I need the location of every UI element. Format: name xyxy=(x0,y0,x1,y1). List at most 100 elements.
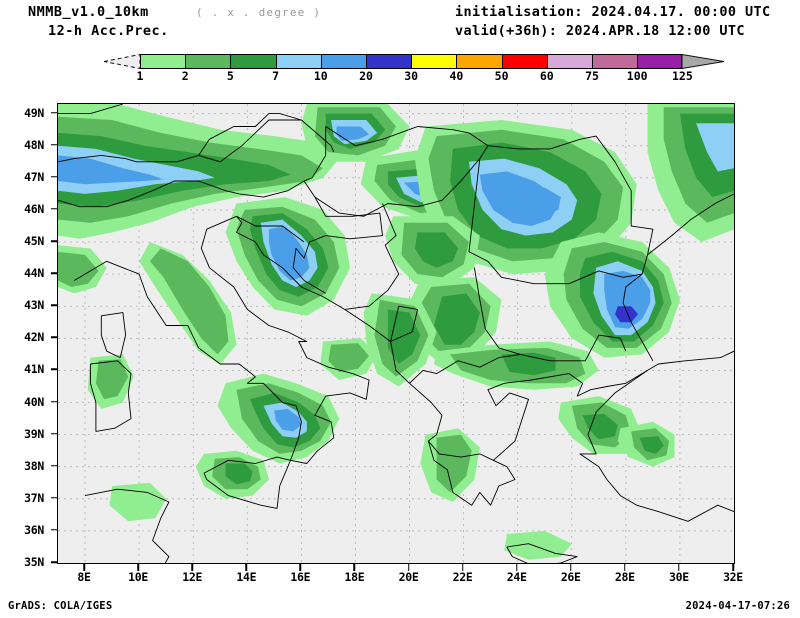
precip-contour xyxy=(582,413,618,440)
coastline-path xyxy=(239,180,305,198)
precipitation-map-plot[interactable] xyxy=(57,103,735,564)
coastline-path xyxy=(579,370,734,522)
colorbar-swatch xyxy=(320,54,366,69)
coastline-path xyxy=(89,360,132,432)
latitude-tick-mark xyxy=(51,432,58,435)
generation-timestamp-label: 2024-04-17-07:26 xyxy=(685,600,790,612)
longitude-tick-mark xyxy=(245,564,248,571)
coastline-path xyxy=(198,113,302,156)
precip-contour xyxy=(58,155,164,185)
colorbar-over-arrow xyxy=(682,54,725,69)
colorbar-tick-label: 40 xyxy=(449,69,464,83)
latitude-tick-label: 39N xyxy=(24,426,44,441)
longitude-tick-label: 30E xyxy=(668,570,689,584)
colorbar-tick-label: 50 xyxy=(494,69,509,83)
latitude-tick-mark xyxy=(51,304,58,306)
longitude-tick-mark xyxy=(570,564,572,571)
precip-contour xyxy=(95,359,129,400)
coastline-path xyxy=(473,267,627,362)
colorbar-swatch xyxy=(230,54,276,69)
valid-time-label: valid(+36h): 2024.APR.18 12:00 UTC xyxy=(455,23,745,39)
longitude-tick-mark xyxy=(83,564,85,571)
precipitation-field xyxy=(58,104,734,560)
coastline-path xyxy=(344,203,400,310)
coastline-path xyxy=(84,488,170,563)
coastline-path xyxy=(487,135,654,255)
longitude-tick-label: 14E xyxy=(236,570,257,584)
precip-contour xyxy=(414,232,459,268)
coastline-path xyxy=(236,222,659,461)
longitude-tick-mark xyxy=(624,564,626,571)
colorbar-swatch xyxy=(140,54,186,69)
latitude-tick-label: 49N xyxy=(24,105,44,120)
coastline-path xyxy=(468,158,643,285)
precip-contour xyxy=(696,123,734,172)
colorbar-swatch xyxy=(456,54,502,69)
colorbar-tick-label: 7 xyxy=(272,69,280,83)
colorbar-tick-label: 20 xyxy=(359,69,373,83)
longitude-tick-mark xyxy=(353,564,356,571)
precip-contour xyxy=(523,187,561,215)
precip-contour xyxy=(149,248,229,355)
grads-credit-label: GrADS: COLA/IGES xyxy=(8,600,113,612)
longitude-tick-label: 16E xyxy=(290,570,311,584)
latitude-tick-label: 48N xyxy=(24,137,44,152)
precip-contour xyxy=(328,343,369,372)
latitude-tick-label: 36N xyxy=(24,522,44,537)
coastlines-and-borders xyxy=(58,104,734,563)
latitude-axis: 35N 36N 37N 38N 39N 40N 41N 42N 43N 44N 45N 46N 47N 4… xyxy=(0,0,60,618)
model-name-label: NMMB_v1.0_10km xyxy=(28,4,149,20)
precip-contour xyxy=(387,309,421,364)
longitude-tick-label: 28E xyxy=(614,570,635,584)
coastline-path xyxy=(292,196,383,294)
latitude-tick-label: 35N xyxy=(24,555,44,569)
latitude-tick-mark xyxy=(51,208,58,210)
latitude-tick-mark xyxy=(51,497,58,499)
latitude-tick-mark xyxy=(51,400,58,403)
longitude-tick-mark xyxy=(407,564,410,571)
coastline-path xyxy=(236,215,305,243)
coastline-path xyxy=(506,543,578,563)
colorbar-tick-label: 30 xyxy=(404,69,419,83)
precip-contour xyxy=(274,408,302,432)
latitude-tick-mark xyxy=(51,240,58,242)
longitude-tick-mark xyxy=(299,564,302,571)
latitude-tick-label: 44N xyxy=(24,266,44,281)
latitude-tick-label: 41N xyxy=(24,362,44,377)
latitude-tick-label: 47N xyxy=(24,169,44,184)
latitude-tick-mark xyxy=(51,464,58,467)
coastline-path xyxy=(58,119,335,163)
longitude-tick-label: 22E xyxy=(452,570,473,584)
precip-contour xyxy=(501,352,556,376)
precip-contour xyxy=(268,226,310,281)
coastline-path xyxy=(73,215,370,464)
colorbar-swatch xyxy=(185,54,231,69)
latitude-tick-label: 42N xyxy=(24,330,44,345)
longitude-tick-label: 18E xyxy=(344,570,365,584)
resolution-note-label: ( . x . degree ) xyxy=(196,6,322,19)
field-name-label: 12-h Acc.Prec. xyxy=(48,23,169,39)
colorbar-swatch xyxy=(411,54,457,69)
latitude-tick-label: 43N xyxy=(24,298,44,313)
coastline-path xyxy=(58,104,124,115)
colorbar-under-arrow xyxy=(104,54,140,69)
precip-contour xyxy=(504,530,572,560)
coastline-path xyxy=(58,180,240,208)
coastline-path xyxy=(203,456,291,509)
colorbar-tick-label: 60 xyxy=(539,69,554,83)
longitude-tick-mark xyxy=(191,564,193,571)
colorbar-swatch xyxy=(501,54,547,69)
longitude-tick-mark xyxy=(732,564,734,571)
colorbar-tick-label: 5 xyxy=(226,69,234,83)
latitude-tick-mark xyxy=(51,143,58,146)
precip-contour xyxy=(639,436,664,454)
latitude-tick-mark xyxy=(51,368,58,371)
latitude-tick-label: 46N xyxy=(24,201,44,216)
latitude-tick-label: 45N xyxy=(24,234,44,249)
colorbar-tick-label: 75 xyxy=(585,69,599,83)
longitude-tick-label: 8E xyxy=(77,570,91,584)
colorbar-tick-label: 100 xyxy=(626,69,648,83)
colorbar-swatch xyxy=(275,54,321,69)
colorbar-tick-label: 2 xyxy=(181,69,189,83)
